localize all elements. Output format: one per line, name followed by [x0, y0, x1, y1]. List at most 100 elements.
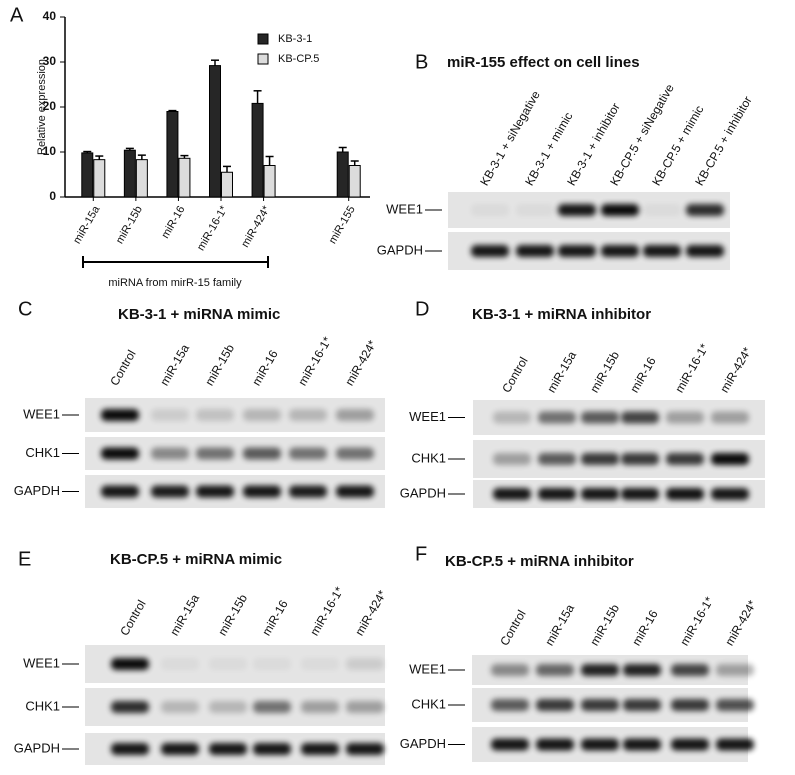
- x-tick-label: miR-16-1*: [195, 203, 231, 253]
- band: [491, 738, 529, 751]
- band: [643, 245, 681, 257]
- band: [336, 409, 374, 421]
- band: [493, 411, 531, 424]
- band: [471, 204, 509, 216]
- band: [666, 411, 704, 424]
- band: [336, 447, 374, 460]
- annotation: miRNA from mirR-15 family: [108, 277, 242, 289]
- band: [643, 204, 681, 216]
- panel-label: F: [415, 543, 427, 565]
- band: [671, 699, 709, 711]
- band: [686, 245, 724, 257]
- bar: [221, 171, 233, 198]
- band: [716, 664, 754, 676]
- blot-title: miR-155 effect on cell lines: [447, 54, 640, 71]
- legend-swatch: [257, 33, 269, 45]
- bar: [178, 157, 191, 198]
- lane-label: miR-16: [249, 347, 281, 388]
- band: [336, 485, 374, 498]
- band: [493, 488, 531, 500]
- row-label: GAPDH: [400, 485, 446, 500]
- lane-label: miR-15a: [157, 342, 192, 389]
- bar: [251, 102, 264, 198]
- band: [471, 245, 509, 257]
- row-label: CHK1: [411, 450, 446, 465]
- x-tick-label: miR-16: [159, 204, 187, 241]
- legend-label: KB-3-1: [278, 33, 312, 45]
- row-label: GAPDH: [377, 242, 423, 257]
- y-tick-label: 30: [43, 54, 57, 68]
- lane-label: miR-424*: [342, 337, 379, 388]
- band: [209, 701, 247, 713]
- band: [301, 658, 339, 670]
- band: [493, 453, 531, 465]
- band: [558, 245, 596, 257]
- band: [621, 411, 659, 424]
- lane-label: miR-15a: [542, 602, 577, 649]
- band: [711, 453, 749, 465]
- blot-title: KB-3-1 + miRNA inhibitor: [472, 306, 651, 323]
- x-tick-label: miR-15b: [114, 204, 145, 246]
- row-label: CHK1: [25, 445, 60, 460]
- band: [289, 409, 327, 421]
- band: [538, 488, 576, 500]
- lane-label: miR-16-1*: [672, 341, 711, 395]
- band: [243, 409, 281, 421]
- row-label: WEE1: [23, 406, 60, 421]
- band: [581, 411, 619, 424]
- lane-label: miR-16: [629, 607, 661, 648]
- band: [161, 658, 199, 670]
- lane-label: miR-16: [627, 354, 659, 395]
- band: [666, 453, 704, 465]
- band: [161, 743, 199, 755]
- lane-label: Control: [497, 608, 528, 649]
- lane-label: Control: [117, 598, 148, 639]
- row-label: WEE1: [23, 655, 60, 670]
- band: [581, 738, 619, 751]
- band: [536, 738, 574, 751]
- lane-label: miR-424*: [722, 597, 759, 648]
- panel-label: C: [18, 298, 32, 320]
- lane-label: miR-424*: [352, 587, 389, 638]
- lane-label: Control: [499, 355, 530, 396]
- band: [621, 488, 659, 500]
- band: [243, 485, 281, 498]
- panel-label: A: [10, 4, 24, 26]
- row-label: GAPDH: [400, 736, 446, 751]
- row-label: WEE1: [409, 409, 446, 424]
- band: [253, 743, 291, 755]
- lane-label: miR-16: [259, 597, 291, 638]
- band: [581, 664, 619, 676]
- band: [536, 699, 574, 711]
- band: [301, 743, 339, 755]
- row-label: CHK1: [25, 698, 60, 713]
- band: [711, 488, 749, 500]
- lane-label: miR-16-1*: [295, 334, 334, 388]
- band: [686, 204, 724, 216]
- band: [289, 485, 327, 498]
- y-tick-label: 40: [43, 9, 57, 23]
- band: [623, 664, 661, 676]
- band: [716, 738, 754, 751]
- y-axis-label: Relative expression: [36, 59, 48, 155]
- band: [151, 485, 189, 498]
- band: [581, 453, 619, 465]
- band: [196, 447, 234, 460]
- band: [516, 245, 554, 257]
- band: [581, 699, 619, 711]
- row-label: WEE1: [386, 201, 423, 216]
- band: [151, 447, 189, 460]
- band: [558, 204, 596, 216]
- band: [346, 701, 384, 713]
- legend-swatch: [257, 53, 269, 65]
- bar: [123, 149, 136, 198]
- lane-label: miR-16-1*: [677, 594, 716, 648]
- lane-label: Control: [107, 348, 138, 389]
- y-tick-label: 20: [43, 99, 57, 113]
- bar: [81, 152, 94, 198]
- band: [601, 204, 639, 216]
- lane-label: miR-15a: [167, 592, 202, 639]
- band: [516, 204, 554, 216]
- band: [101, 409, 139, 421]
- bar: [135, 159, 148, 198]
